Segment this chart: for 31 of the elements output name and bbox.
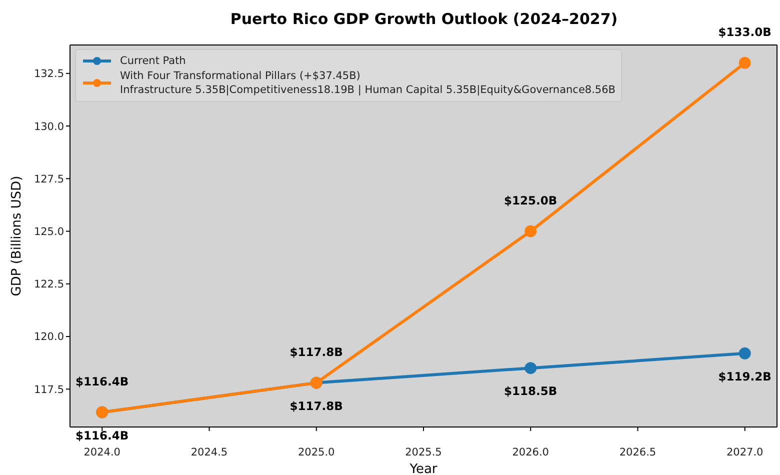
point: [524, 362, 537, 374]
y-tick-label: 117.5: [34, 384, 64, 396]
y-tick-label: 132.5: [34, 68, 64, 80]
y-tick-label: 122.5: [34, 278, 64, 291]
chart-title: Puerto Rico GDP Growth Outlook (2024–2027): [230, 10, 618, 28]
data-label: $117.8B: [290, 344, 343, 359]
y-tick-label: 130.0: [34, 120, 64, 133]
x-tick-label: 2024.0: [84, 446, 121, 458]
legend-label: Current Path: [120, 54, 186, 68]
x-tick-label: 2024.5: [190, 446, 228, 458]
point: [738, 56, 751, 69]
x-tick-label: 2025.5: [405, 446, 442, 458]
x-tick-label: 2026.0: [512, 446, 549, 458]
x-axis-title: Year: [408, 462, 438, 475]
data-label: $133.0B: [718, 25, 772, 40]
legend-label: With Four Transformational Pillars (+$37.45B) Infrastructure 5.35B|Competitiveness18.19B | Human Capital 5.35B|Equity&Governance8.56B: [120, 69, 616, 97]
y-tick-label: 127.5: [34, 173, 64, 186]
data-label: $116.4B: [76, 374, 129, 388]
point: [524, 225, 537, 238]
data-label: $116.4B: [76, 428, 129, 442]
data-label: $119.2B: [718, 369, 772, 384]
data-label: $118.5B: [504, 384, 558, 398]
data-label: $117.8B: [290, 398, 343, 413]
x-tick-label: 2026.5: [619, 446, 656, 458]
x-tick-label: 2025.0: [298, 446, 335, 458]
y-axis-title: GDP (Billions USD): [10, 176, 25, 296]
x-tick-label: 2027.0: [726, 446, 764, 458]
data-label: $125.0B: [504, 193, 558, 208]
y-tick-label: 120.0: [34, 331, 64, 344]
y-tick-label: 125.0: [34, 226, 64, 238]
point: [738, 347, 751, 360]
